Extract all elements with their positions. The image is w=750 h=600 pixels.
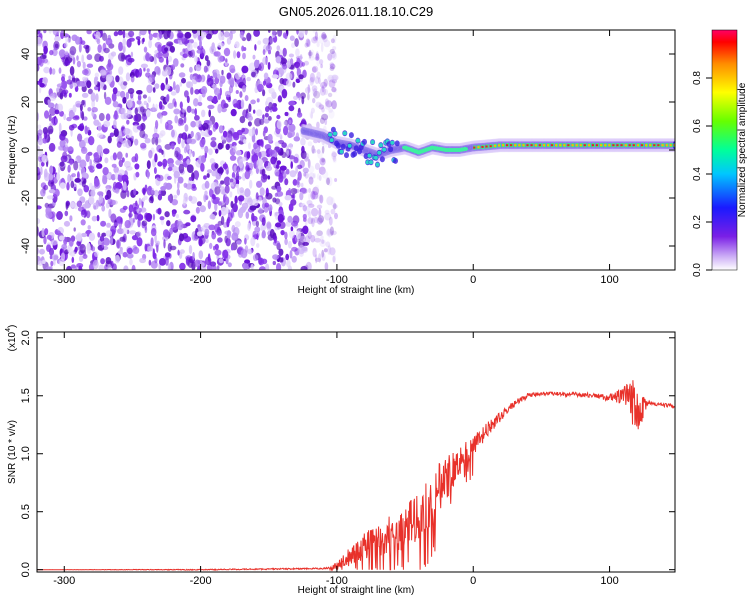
spectrogram-signal-track (299, 123, 675, 168)
spectrogram-noise-blobs (37, 30, 339, 270)
snr-series-line (37, 380, 675, 572)
colorbar: 0.0 0.2 0.4 0.6 0.8 Normalized spectral ampl… (692, 29, 748, 277)
colorbar-tick-label: 0.0 (692, 263, 703, 277)
spectrogram-ytick-label: -20 (20, 190, 32, 206)
snr-multiplier-exp: 4 (5, 328, 12, 332)
snr-xtick-label: 0 (470, 575, 476, 587)
spectrogram-ytick-label: -40 (20, 238, 32, 254)
svg-text:(x104): (x104) (5, 325, 18, 352)
snr-frame (36, 331, 676, 573)
snr-ytick-label: 2.0 (20, 330, 32, 345)
snr-xtick-label: -200 (190, 575, 212, 587)
spectrogram-image (37, 30, 675, 270)
colorbar-gradient (711, 29, 738, 271)
spectrogram-xtick-label: 100 (600, 274, 618, 286)
spectrogram-ylabel: Frequency (Hz) (7, 116, 18, 185)
snr-ytick-label: 1.5 (20, 388, 32, 403)
snr-xtick-label: -300 (53, 575, 75, 587)
snr-ylabel: SNR (10 * v/v) (7, 420, 18, 484)
spectrogram-ytick-label: 20 (20, 96, 32, 108)
spectrogram-xlabel: Height of straight line (km) (298, 285, 415, 296)
snr-ticks: -300 -200 -100 0 100 0.0 0.5 1.0 1.5 2.0 (20, 330, 675, 587)
colorbar-tick-label: 0.8 (692, 71, 703, 85)
snr-xlabel: Height of straight line (km) (298, 585, 415, 596)
colorbar-tick-label: 0.4 (692, 167, 703, 181)
spectrogram-ytick-label: 40 (20, 48, 32, 60)
chart-title: GN05.2026.011.18.10.C29 (279, 4, 433, 19)
snr-ytick-label: 0.0 (20, 562, 32, 577)
snr-multiplier: (x104) (5, 325, 18, 352)
colorbar-tick-label: 0.6 (692, 119, 703, 133)
snr-xtick-label: -100 (326, 575, 348, 587)
spectrogram-xtick-label: -300 (53, 274, 75, 286)
spectrogram-xtick-label: -100 (326, 274, 348, 286)
snr-panel: -300 -200 -100 0 100 0.0 0.5 1.0 1.5 2.0 Height o… (5, 325, 676, 596)
spectrogram-xtick-label: 0 (470, 274, 476, 286)
colorbar-tick-label: 0.2 (692, 215, 703, 229)
snr-ytick-label: 1.0 (20, 446, 32, 461)
colorbar-ticks: 0.0 0.2 0.4 0.6 0.8 (692, 71, 712, 277)
colorbar-label: Normalized spectral amplitude (737, 82, 748, 217)
spectrogram-xtick-label: -200 (190, 274, 212, 286)
snr-plot-area (37, 380, 675, 572)
spectrogram-ytick-label: 0 (20, 147, 32, 153)
snr-multiplier-base: (x10 (7, 331, 18, 351)
snr-xtick-label: 100 (600, 575, 618, 587)
snr-ytick-label: 0.5 (20, 504, 32, 519)
